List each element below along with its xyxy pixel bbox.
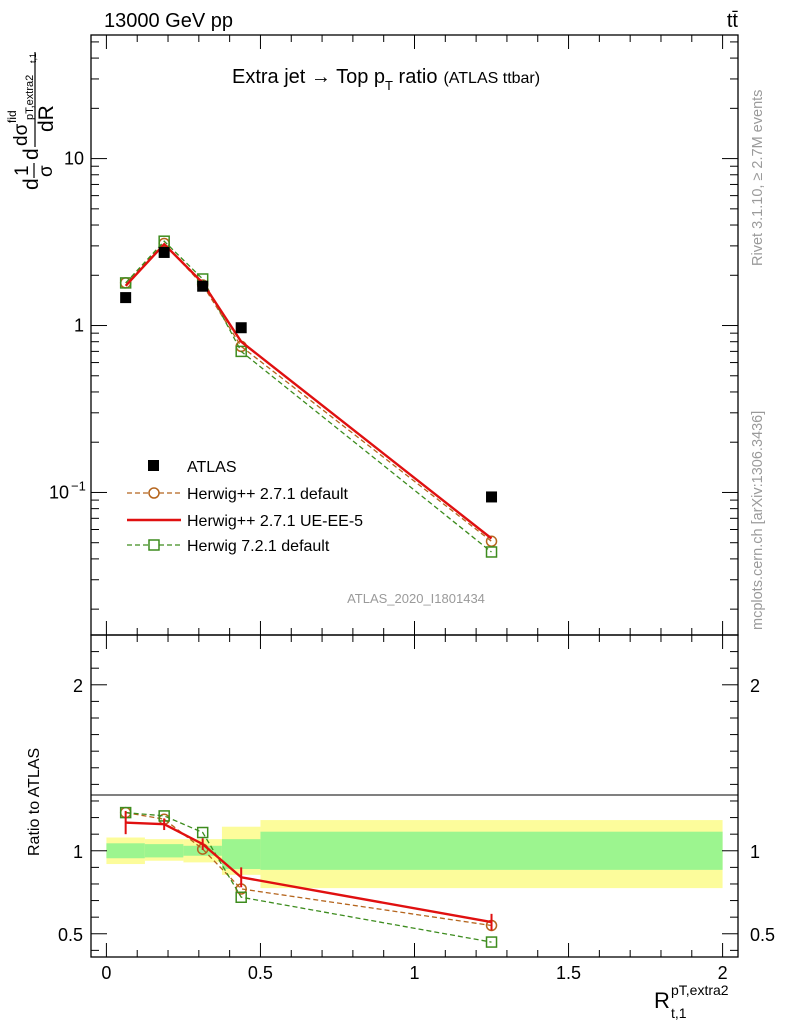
main-y-tick-label-exponent: −1 [71,478,86,493]
analysis-tag: ATLAS_2020_I1801434 [347,591,485,606]
chart-title-main: Extra jet → Top p [232,66,385,88]
svg-text:d: d [20,148,43,160]
x-axis-label-main: R [654,988,670,1013]
x-axis-label: R pT,extra2 t,1 [654,982,729,1021]
herwig-7-2-1-default-main-point [485,546,498,558]
atlas-data-point [120,292,132,304]
ratio-y-tick-label: 1 [73,842,83,862]
legend-label-herwig-ueee5: Herwig++ 2.7.1 UE-EE-5 [187,513,363,530]
ratio-frame [90,634,739,958]
main-y-tick-label: 10 [64,149,84,169]
legend-marker-atlas [148,460,159,471]
legend-label-herwig-default: Herwig++ 2.7.1 default [187,486,349,503]
x-tick-label: 1 [409,963,419,983]
herwig-7-2-1-default-main-point [158,235,170,247]
svg-text:1: 1 [12,165,33,176]
ratio-y-tick-label: 2 [73,676,83,696]
ratio-y-tick-label: 0.5 [58,925,83,945]
atlas-data-point [235,322,247,334]
legend-marker-herwig-default [148,487,160,499]
rivet-label: Rivet 3.1.10, ≥ 2.7M events [750,90,766,266]
legend-label-atlas: ATLAS [187,459,237,476]
x-axis-label-superscript: pT,extra2 [671,982,729,998]
stat-uncertainty-band [183,845,222,856]
energy-label: 13000 GeV pp [104,10,233,32]
main-series-layer [119,235,498,558]
chart-title: Extra jet → Top pT ratio (ATLAS ttbar) [232,66,540,93]
svg-text:d: d [20,178,43,190]
atlas-data-point [158,246,170,258]
x-axis-label-subscript: t,1 [671,1005,687,1021]
main-y-tick-label: 1 [74,316,84,336]
stat-uncertainty-band [144,844,184,858]
stat-uncertainty-band [106,843,145,859]
svg-text:fid: fid [5,110,19,123]
herwig-7-2-1-default-ratio-point [485,936,498,948]
source-label: mcplots.cern.ch [arXiv:1306.3436] [750,411,766,630]
herwig-7-2-1-default-ratio-line [125,811,492,943]
atlas-data-point [486,491,498,503]
svg-text:dR: dR [35,105,58,132]
legend-label-herwig7-default: Herwig 7.2.1 default [187,538,330,555]
x-tick-label: 2 [718,963,728,983]
chart-title-note: (ATLAS ttbar) [443,70,540,87]
x-tick-label: 1.5 [556,963,581,983]
ratio-band-layer [106,820,723,889]
herwig-7-2-1-default-main-point [119,277,132,289]
svg-text:pT,extra2: pT,extra2 [24,75,36,120]
ratio-y-tick-label-right: 1 [750,842,760,862]
chart-title-subscript: T [385,78,393,93]
atlas-data-point [197,280,209,292]
herwig-7-2-1-default-main-point [235,345,247,358]
main-y-tick-label: 10 [49,482,69,502]
stat-uncertainty-band [260,831,723,870]
herwig-7-2-1-default-ratio-point [196,826,209,839]
ratio-tick-layer: 0.5 0.5 1 1 2 2 0 0.5 1 1.5 2 [58,635,775,983]
process-label: tt̄ [727,10,739,32]
ratio-y-tick-label-right: 2 [750,676,760,696]
svg-text:dσ: dσ [11,123,32,146]
stat-uncertainty-band [221,839,261,870]
herwig-7-2-1-default-main-line [125,240,492,553]
svg-text:σ: σ [36,165,57,177]
legend: ATLAS Herwig++ 2.7.1 default Herwig++ 2.… [127,459,363,555]
svg-text:t,1: t,1 [28,53,38,63]
legend-marker-herwig7-default [148,539,160,551]
ratio-ylabel: Ratio to ATLAS [26,748,43,856]
ratio-y-tick-label-right: 0.5 [750,925,775,945]
ratio-panel: 0.5 0.5 1 1 2 2 0 0.5 1 1.5 2 Ratio to ATLAS R pT,… [26,634,775,1021]
x-tick-label: 0.5 [248,963,273,983]
herwig-7-2-1-default-ratio-point [235,891,247,903]
herwig-2-7-1-default-ratio-line [125,811,492,927]
x-tick-label: 0 [101,963,111,983]
chart-title-rest: ratio [393,66,437,88]
ratio-series-layer [119,806,498,948]
main-ylabel: d 1 σ d dσ fid pT,extra2 t,1 dR [5,52,58,190]
